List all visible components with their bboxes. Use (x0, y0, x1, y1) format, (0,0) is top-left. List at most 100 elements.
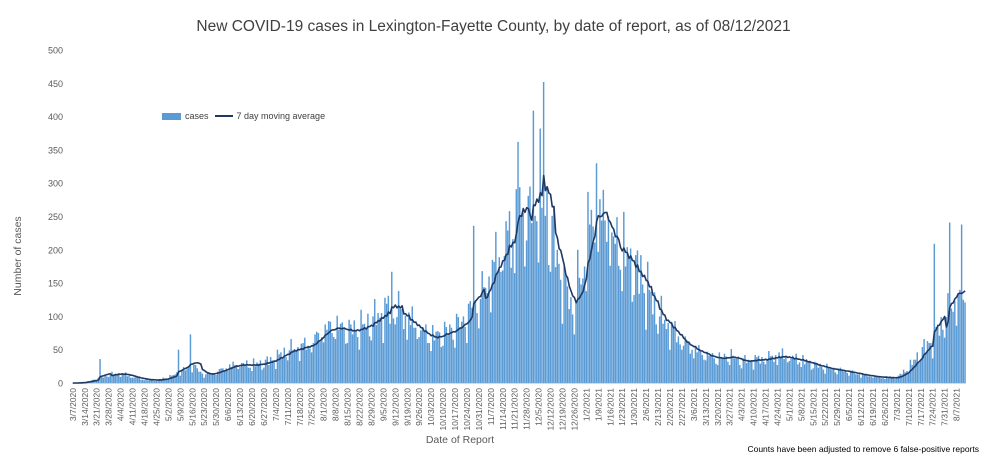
bar-cases (582, 278, 584, 383)
bar-cases (851, 370, 854, 383)
bar-cases (326, 329, 328, 383)
bar-cases (513, 273, 516, 383)
bar-cases (641, 284, 644, 383)
bar-cases (616, 217, 618, 383)
x-tick-label: 5/9/2020 (175, 388, 185, 421)
bar-cases (660, 295, 663, 383)
bar-cases (696, 352, 698, 383)
bar-cases (290, 339, 292, 383)
bar-cases (355, 329, 357, 383)
bar-cases (333, 337, 335, 383)
bar-cases (438, 332, 441, 383)
bar-cases (128, 375, 130, 383)
bar-cases (768, 351, 770, 383)
bar-cases (773, 361, 775, 383)
bar-cases (116, 375, 118, 383)
x-tick-label: 11/21/2020 (510, 388, 520, 430)
bar-cases (587, 191, 589, 383)
bar-cases (512, 239, 514, 383)
bar-cases (762, 361, 765, 383)
bar-cases (266, 356, 268, 383)
bar-cases (551, 215, 553, 383)
bar-cases (276, 349, 279, 383)
x-tick-label: 2/6/2021 (641, 388, 651, 421)
bar-cases (890, 377, 893, 383)
bar-cases (339, 323, 342, 383)
bar-cases (658, 316, 661, 383)
bar-cases (571, 314, 574, 383)
bar-cases (418, 337, 420, 383)
bar-cases (131, 377, 134, 383)
bar-cases (402, 329, 405, 383)
bar-cases (761, 357, 763, 383)
bar-cases (793, 358, 796, 383)
bar-cases (164, 378, 166, 383)
bar-cases (464, 327, 466, 383)
bar-cases (751, 360, 753, 383)
bar-cases (826, 363, 828, 383)
bar-cases (611, 232, 613, 383)
bar-cases (126, 376, 129, 383)
bar-cases (623, 211, 625, 383)
bar-cases (228, 364, 231, 383)
bar-cases (420, 330, 422, 383)
bar-cases (495, 231, 497, 383)
bar-cases (353, 320, 355, 383)
bar-cases (225, 368, 228, 383)
bar-cases (836, 374, 838, 383)
bar-cases (916, 352, 918, 383)
bar-cases (536, 221, 538, 383)
bar-cases (251, 371, 253, 383)
bar-cases (752, 369, 755, 383)
bar-cases (947, 293, 949, 383)
bar-cases (360, 309, 362, 383)
bar-cases (249, 367, 251, 383)
x-tick-label: 10/24/2020 (462, 388, 472, 431)
bar-cases (189, 334, 192, 383)
bar-cases (220, 368, 222, 383)
bar-cases (873, 377, 876, 383)
bar-cases (720, 357, 722, 383)
x-tick-label: 3/27/2021 (725, 388, 735, 426)
bar-cases (740, 368, 743, 383)
bar-cases (459, 327, 461, 383)
bar-cases (288, 350, 291, 383)
bar-cases (133, 377, 135, 383)
bar-cases (130, 377, 132, 383)
bar-cases (273, 361, 275, 383)
bar-cases (377, 313, 379, 383)
bar-cases (711, 353, 714, 383)
bar-cases (612, 236, 615, 383)
bar-cases (820, 367, 823, 383)
bar-cases (585, 291, 588, 383)
bar-cases (955, 325, 958, 383)
bar-cases (769, 356, 772, 383)
bar-cases (803, 364, 806, 383)
bar-cases (235, 365, 238, 383)
bar-cases (631, 301, 634, 383)
bar-cases (919, 360, 922, 383)
bar-cases (159, 379, 161, 383)
bar-cases (217, 371, 219, 383)
bar-cases (737, 356, 739, 383)
bar-cases (812, 368, 814, 383)
bar-cases (501, 270, 504, 383)
bar-cases (421, 327, 424, 383)
x-tick-label: 10/10/2020 (438, 388, 448, 431)
bar-cases (636, 250, 639, 383)
bar-cases (563, 265, 565, 383)
x-tick-label: 6/27/2020 (259, 388, 269, 426)
bar-cases (408, 312, 410, 383)
bar-cases (553, 205, 555, 383)
bar-cases (157, 379, 159, 383)
bar-cases (263, 367, 265, 383)
x-tick-label: 6/26/2021 (880, 388, 890, 426)
bar-cases (348, 319, 350, 383)
bar-cases (188, 366, 190, 383)
bar-cases (889, 376, 891, 383)
bar-cases (457, 317, 460, 383)
bar-cases (774, 355, 777, 383)
bar-cases (802, 355, 804, 383)
bar-cases (331, 333, 333, 383)
